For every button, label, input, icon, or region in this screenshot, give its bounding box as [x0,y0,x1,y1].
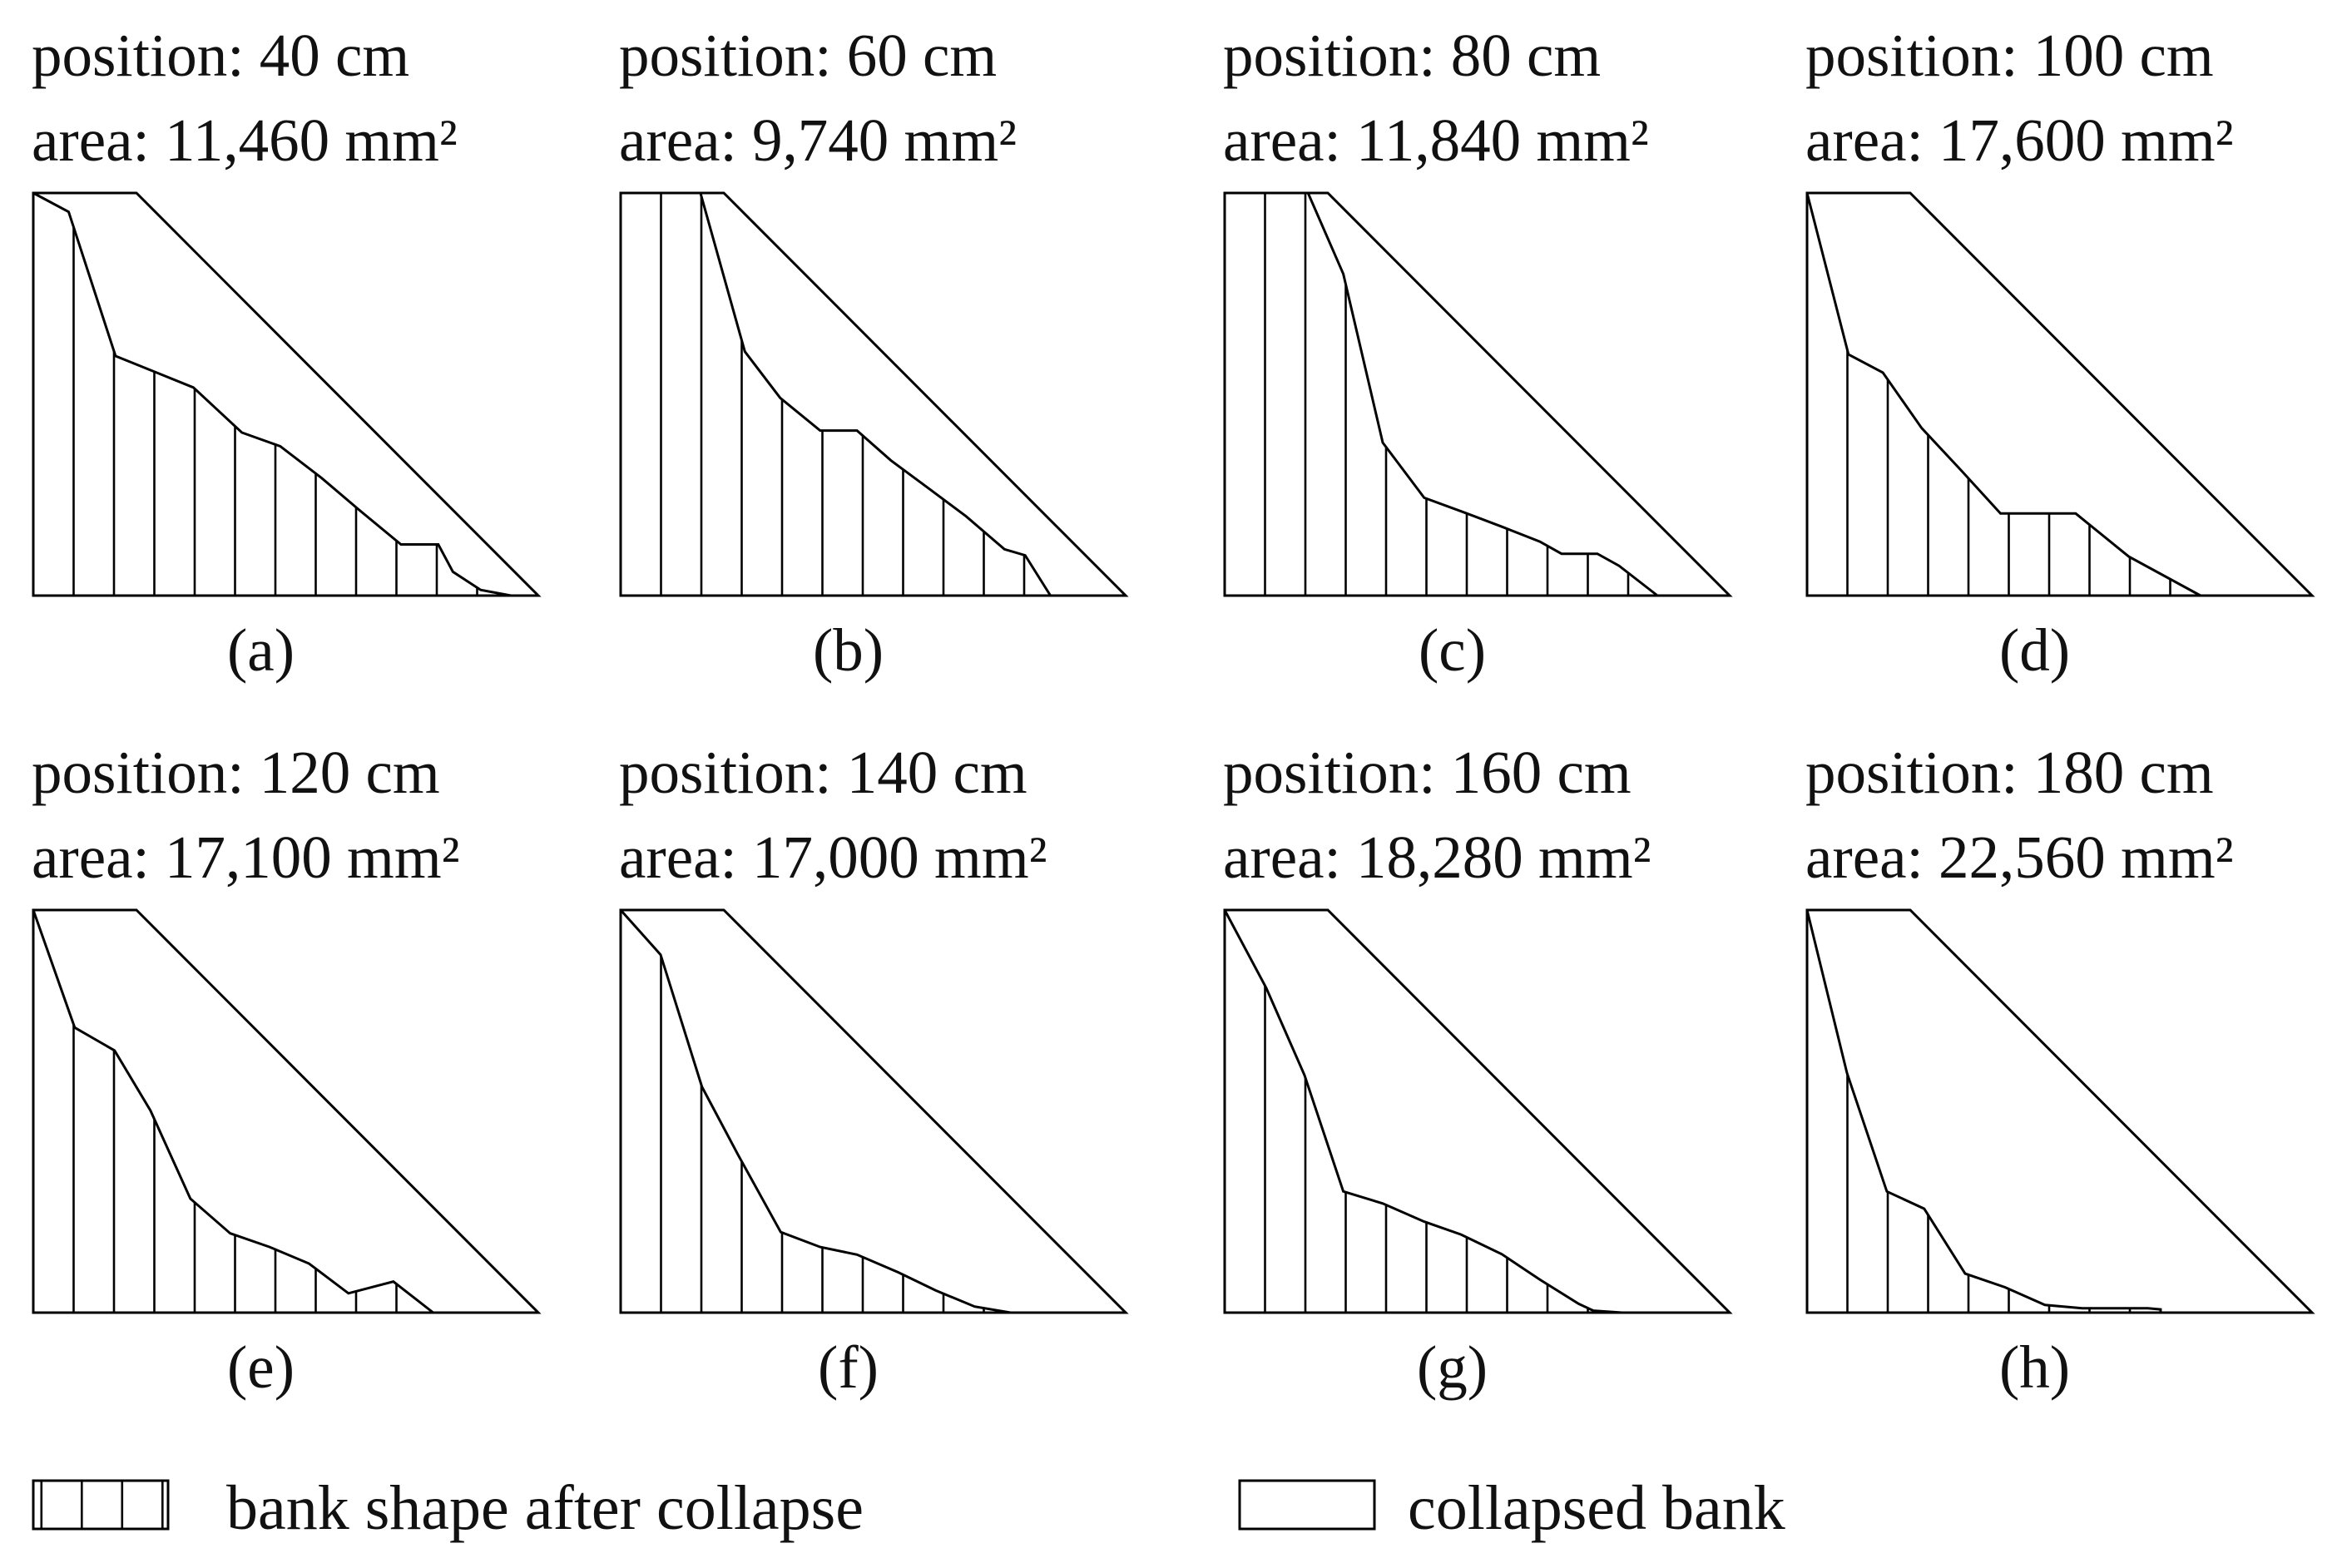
bank-profile-line [621,191,1052,596]
bank-profile-line [1225,191,1659,597]
legend: bank shape after collapse collapsed bank [32,1473,1785,1543]
panel-caption: (d) [1999,616,2070,684]
remaining-bank-hatching [1846,350,2171,596]
bank-profile-line [32,191,512,597]
original-bank-outline [619,191,1129,597]
panel-caption: (c) [1419,616,1486,684]
remaining-bank-region [621,193,1051,596]
panel-caption: (g) [1417,1333,1488,1401]
bank-profile-line [1805,192,2201,597]
panel-f: position: 140 cm area: 17,000 mm² (f) [619,739,1129,1401]
original-bank-outline [1805,908,2315,1314]
panel-caption: (h) [1999,1333,2070,1401]
remaining-bank-region [33,193,511,596]
panel-b: position: 60 cm area: 9,740 mm² (b) [619,22,1129,684]
panel-c: position: 80 cm area: 11,840 mm² (c) [1223,22,1733,684]
remaining-bank-region [33,910,433,1313]
panel-caption: (a) [227,616,295,684]
original-bank-outline [1805,191,2315,597]
legend-item-collapsed-bank: collapsed bank [1238,1473,1785,1543]
panel-a: position: 40 cm area: 11,460 mm² (a) [32,22,542,684]
remaining-bank-hatching [660,193,1026,596]
remaining-bank-hatching [1846,1074,2132,1313]
panel-position-label: position: 140 cm [619,739,1027,806]
bank-profile-line [1223,909,1622,1314]
panel-position-label: position: 120 cm [32,739,440,806]
original-bank-outline [1223,191,1733,597]
legend-swatch-hatched [33,1481,168,1529]
panel-position-label: position: 60 cm [619,22,997,89]
panel-area-label: area: 9,740 mm² [619,106,1017,174]
legend-label-hatched: bank shape after collapse [226,1473,864,1543]
panel-position-label: position: 100 cm [1805,22,2214,89]
panel-caption: (f) [818,1333,879,1401]
bank-profile-line [32,909,434,1314]
panel-area-label: area: 11,840 mm² [1223,106,1649,174]
original-bank-outline [619,908,1129,1314]
remaining-bank-hatching [660,956,985,1313]
panel-area-label: area: 18,280 mm² [1223,824,1651,891]
panel-area-label: area: 17,600 mm² [1805,106,2234,174]
remaining-bank-hatching [72,1024,398,1313]
bank-profile-line [619,909,1011,1314]
panel-d: position: 100 cm area: 17,600 mm² (d) [1805,22,2315,684]
panel-position-label: position: 180 cm [1805,739,2214,806]
panel-area-label: area: 17,000 mm² [619,824,1047,891]
remaining-bank-hatching [1264,193,1630,596]
panel-caption: (e) [227,1333,295,1401]
bank-profile-line [1805,909,2162,1313]
legend-label-plain: collapsed bank [1408,1473,1785,1543]
original-bank-outline [1223,908,1733,1314]
panel-e: position: 120 cm area: 17,100 mm² (e) [32,739,542,1401]
panel-area-label: area: 17,100 mm² [32,824,460,891]
remaining-bank-hatching [72,227,478,596]
remaining-bank-region [1225,193,1657,596]
remaining-bank-hatching [1264,986,1589,1313]
remaining-bank-region [621,910,1011,1313]
panel-caption: (b) [813,616,884,684]
original-bank-outline [32,908,542,1314]
panel-position-label: position: 40 cm [32,22,409,89]
panel-g: position: 160 cm area: 18,280 mm² (g) [1223,739,1733,1401]
panel-h: position: 180 cm area: 22,560 mm² (h) [1805,739,2315,1401]
remaining-bank-region [1225,910,1622,1313]
original-bank-outline [32,191,542,597]
remaining-bank-region [1807,193,2201,596]
legend-swatch-plain [1238,1479,1376,1531]
panel-position-label: position: 80 cm [1223,22,1601,89]
panel-area-label: area: 22,560 mm² [1805,824,2234,891]
legend-item-bank-shape-after-collapse: bank shape after collapse [32,1473,864,1543]
legend-swatch-hatched-border [32,1479,170,1531]
panel-position-label: position: 160 cm [1223,739,1632,806]
panel-area-label: area: 11,460 mm² [32,106,458,174]
